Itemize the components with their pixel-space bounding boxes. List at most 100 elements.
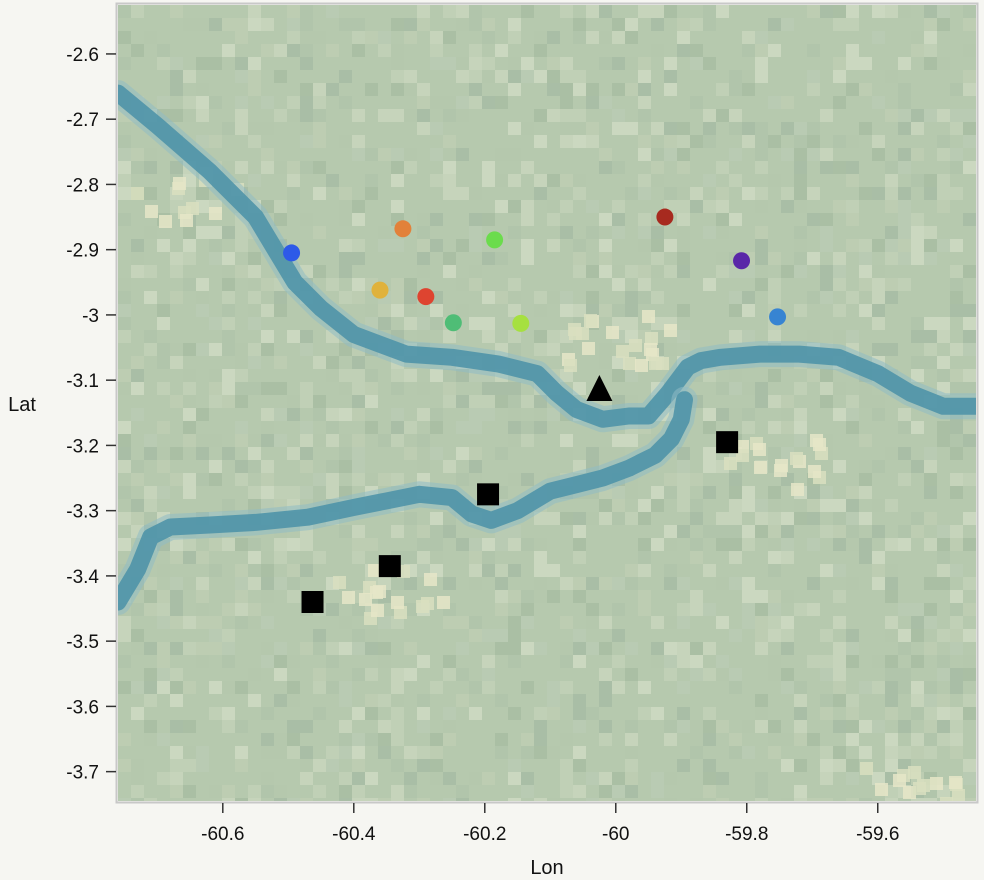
map-pixel [547, 31, 560, 44]
map-pixel [287, 577, 300, 590]
map-pixel [430, 239, 443, 252]
map-pixel [807, 5, 820, 18]
map-pixel [924, 18, 937, 31]
map-pixel [469, 616, 482, 629]
data-point-circle [486, 231, 504, 249]
map-pixel [365, 421, 378, 434]
map-pixel [560, 291, 573, 304]
map-pixel [495, 447, 508, 460]
map-pixel [768, 668, 781, 681]
map-pixel [352, 44, 365, 57]
map-pixel [638, 564, 651, 577]
map-pixel [157, 304, 170, 317]
map-pixel [248, 447, 261, 460]
map-pixel [417, 525, 430, 538]
map-pixel [573, 187, 586, 200]
map-light-patch [903, 786, 916, 799]
map-pixel [300, 18, 313, 31]
map-pixel [391, 18, 404, 31]
map-pixel [703, 135, 716, 148]
map-pixel [157, 96, 170, 109]
map-pixel [508, 382, 521, 395]
map-pixel [755, 265, 768, 278]
map-pixel [508, 707, 521, 720]
map-pixel [833, 525, 846, 538]
map-pixel [430, 148, 443, 161]
map-pixel [365, 668, 378, 681]
map-light-patch [437, 596, 450, 609]
map-pixel [196, 655, 209, 668]
map-pixel [313, 785, 326, 798]
x-tick-label: -60.2 [463, 824, 506, 845]
map-pixel [469, 551, 482, 564]
map-pixel [339, 447, 352, 460]
map-pixel [872, 577, 885, 590]
map-pixel [846, 395, 859, 408]
map-pixel [287, 44, 300, 57]
map-pixel [924, 694, 937, 707]
data-point-circle [283, 244, 301, 262]
map-pixel [521, 70, 534, 83]
map-pixel [781, 395, 794, 408]
map-pixel [209, 96, 222, 109]
map-pixel [755, 785, 768, 798]
map-pixel [755, 629, 768, 642]
map-pixel [339, 291, 352, 304]
map-pixel [859, 798, 872, 801]
map-pixel [599, 213, 612, 226]
map-pixel [911, 317, 924, 330]
map-pixel [443, 161, 456, 174]
map-pixel [261, 733, 274, 746]
map-pixel [469, 57, 482, 70]
map-pixel [612, 356, 625, 369]
y-tick-label: -3.6 [66, 697, 99, 718]
map-pixel [274, 200, 287, 213]
map-pixel [872, 148, 885, 161]
map-pixel [417, 720, 430, 733]
map-pixel [833, 252, 846, 265]
map-pixel [625, 434, 638, 447]
map-light-patch [391, 596, 404, 609]
map-pixel [794, 694, 807, 707]
map-pixel [963, 70, 976, 83]
map-pixel [235, 460, 248, 473]
map-pixel [742, 499, 755, 512]
map-pixel [183, 226, 196, 239]
map-pixel [768, 252, 781, 265]
map-pixel [144, 330, 157, 343]
map-pixel [573, 525, 586, 538]
map-light-patch [875, 783, 888, 796]
map-pixel [625, 772, 638, 785]
map-pixel [456, 785, 469, 798]
map-pixel [313, 395, 326, 408]
map-pixel [482, 96, 495, 109]
map-pixel [560, 83, 573, 96]
map-pixel [144, 486, 157, 499]
map-pixel [599, 31, 612, 44]
map-pixel [573, 83, 586, 96]
map-pixel [963, 317, 976, 330]
map-pixel [274, 668, 287, 681]
map-pixel [131, 785, 144, 798]
map-pixel [664, 148, 677, 161]
map-pixel [183, 382, 196, 395]
map-pixel [118, 135, 131, 148]
map-pixel [794, 798, 807, 801]
map-pixel [560, 616, 573, 629]
map-pixel [781, 759, 794, 772]
map-pixel [742, 330, 755, 343]
map-pixel [872, 460, 885, 473]
map-pixel [885, 226, 898, 239]
map-pixel [599, 577, 612, 590]
map-pixel [235, 31, 248, 44]
map-pixel [794, 759, 807, 772]
map-pixel [118, 5, 131, 18]
map-pixel [261, 642, 274, 655]
map-pixel [651, 161, 664, 174]
map-pixel [586, 31, 599, 44]
map-pixel [638, 213, 651, 226]
map-pixel [820, 291, 833, 304]
map-pixel [885, 5, 898, 18]
map-pixel [950, 161, 963, 174]
map-pixel [807, 44, 820, 57]
